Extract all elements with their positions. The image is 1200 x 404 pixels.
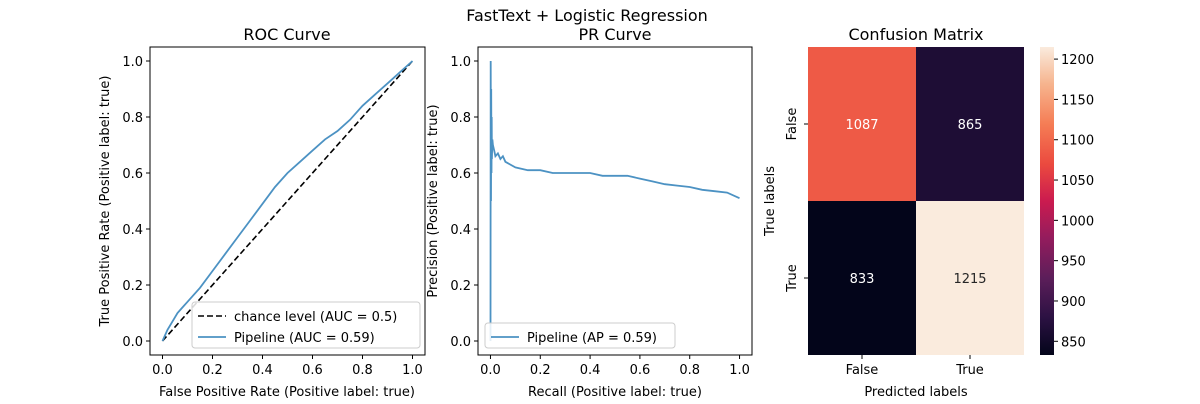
pr-ytick-label: 0.2: [450, 279, 471, 294]
roc-xtick-label: 0.2: [202, 363, 223, 378]
cm-cell: [916, 47, 1024, 201]
roc-xtick-label: 0.8: [352, 363, 373, 378]
cm-ytick-label: True: [785, 264, 800, 293]
roc-title: ROC Curve: [243, 25, 330, 44]
pr-title: PR Curve: [578, 25, 651, 44]
colorbar: 850 900 950 1000 1050 1100 1150 1200: [1040, 47, 1094, 355]
pr-ytick-label: 0.8: [450, 111, 471, 126]
roc-xtick-label: 0.6: [302, 363, 323, 378]
cm-cell-value: 1087: [845, 118, 878, 133]
roc-xlabel: False Positive Rate (Positive label: tru…: [159, 385, 415, 400]
roc-legend-label-1: Pipeline (AUC = 0.59): [234, 331, 375, 346]
cm-title: Confusion Matrix: [848, 25, 983, 44]
colorbar-tick-label: 950: [1061, 255, 1086, 270]
colorbar-tick-label: 1100: [1061, 134, 1094, 149]
roc-legend-box: [191, 301, 421, 349]
roc-xtick-label: 0.4: [252, 363, 273, 378]
cm-cell: [808, 201, 916, 355]
colorbar-tick-label: 1050: [1061, 174, 1094, 189]
roc-ytick-label: 1.0: [122, 55, 143, 70]
colorbar-gradient: [1040, 47, 1054, 355]
figure-suptitle: FastText + Logistic Regression: [466, 6, 708, 25]
roc-series-line-1: [161, 60, 414, 342]
cm-cell-value: 1215: [953, 272, 986, 287]
pr-xtick-label: 0.2: [530, 363, 551, 378]
pr-ytick-label: 0.4: [450, 223, 471, 238]
roc-ytick-label: 0.6: [122, 167, 143, 182]
colorbar-tick-label: 1000: [1061, 214, 1094, 229]
cm-cell: [808, 47, 916, 201]
colorbar-tick-label: 850: [1061, 335, 1086, 350]
cm-cell-value: 833: [850, 272, 875, 287]
cm-xtick-label: True: [955, 363, 984, 378]
roc-ytick-label: 0.8: [122, 111, 143, 126]
pr-series-line-0: [489, 60, 740, 342]
roc-ylabel: True Positive Rate (Positive label: true…: [98, 76, 113, 328]
pr-xlabel: Recall (Positive label: true): [528, 385, 702, 400]
colorbar-tick-label: 1150: [1061, 93, 1094, 108]
pr-xtick-label: 1.0: [729, 363, 750, 378]
cm-cell-value: 865: [958, 118, 983, 133]
cm-ytick-label: False: [785, 108, 800, 141]
roc-xtick-label: 0.0: [152, 363, 173, 378]
roc-ytick-label: 0.2: [122, 279, 143, 294]
colorbar-tick-label: 900: [1061, 295, 1086, 310]
pr-xtick-label: 0.8: [679, 363, 700, 378]
roc-ytick-label: 0.4: [122, 223, 143, 238]
pr-ytick-label: 0.6: [450, 167, 471, 182]
pr-ytick-label: 1.0: [450, 55, 471, 70]
pr-ylabel: Precision (Positive label: true): [426, 104, 441, 297]
pr-xtick-label: 0.4: [580, 363, 601, 378]
pr-xtick-label: 0.6: [630, 363, 651, 378]
cm-xtick-label: False: [846, 363, 879, 378]
pr-xtick-label: 0.0: [480, 363, 501, 378]
cm-xlabel: Predicted labels: [864, 385, 968, 400]
pr-legend-box: [484, 322, 676, 349]
confusion-matrix-area: 1087 865 833 1215 False True False True: [785, 47, 1024, 378]
cm-ylabel: True labels: [763, 166, 778, 237]
pr-ytick-label: 0.0: [450, 335, 471, 350]
roc-xtick-label: 1.0: [402, 363, 423, 378]
roc-plot-area: 0.0 0.2 0.4 0.6 0.8 1.0 0.0 0.2 0.4 0.6 0.8 1.0 chan…: [122, 46, 426, 378]
pr-plot-area: 0.0 0.2 0.4 0.6 0.8 1.0 0.0 0.2 0.4 0.6 0.8 1.0 Pipe…: [450, 46, 753, 378]
pr-axes-frame: [477, 46, 753, 356]
roc-ytick-label: 0.0: [122, 335, 143, 350]
colorbar-tick-label: 1200: [1061, 53, 1094, 68]
pr-legend-label-0: Pipeline (AP = 0.59): [527, 331, 657, 346]
cm-cell: [916, 201, 1024, 355]
roc-legend-label-0: chance level (AUC = 0.5): [234, 310, 397, 325]
